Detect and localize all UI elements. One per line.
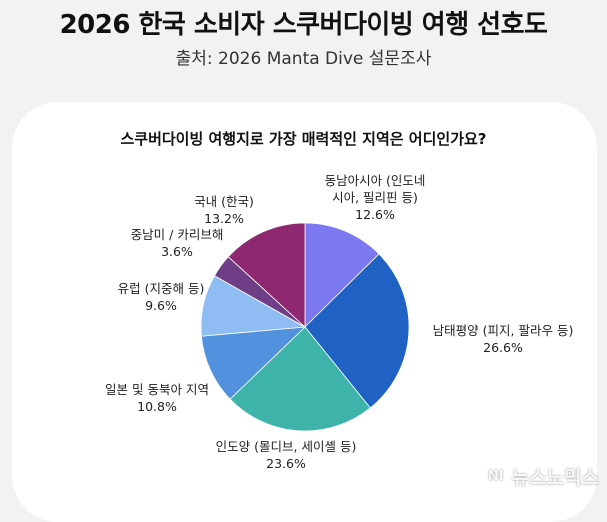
slice-label-text: 시아, 필리핀 등) bbox=[332, 190, 418, 205]
pie-slice bbox=[227, 222, 306, 328]
page-title: 2026 한국 소비자 스쿠버다이빙 여행 선호도 bbox=[59, 10, 548, 40]
slice-value: 23.6% bbox=[266, 456, 306, 471]
slice-value: 10.8% bbox=[137, 399, 177, 414]
pie-slice bbox=[229, 326, 371, 432]
slice-label: 일본 및 동북아 지역 10.8% bbox=[82, 381, 232, 415]
pie-slice bbox=[304, 253, 410, 409]
slice-label: 유럽 (지중해 등) 9.6% bbox=[96, 280, 226, 314]
slice-label-text: 일본 및 동북아 지역 bbox=[105, 382, 209, 397]
slice-label: 인도양 (몰디브, 세이셸 등) 23.6% bbox=[186, 438, 386, 472]
pie-slice bbox=[200, 326, 307, 400]
slice-label-text: 남태평양 (피지, 팔라우 등) bbox=[432, 323, 574, 338]
slice-value: 9.6% bbox=[145, 298, 177, 313]
slice-value: 3.6% bbox=[161, 244, 193, 259]
chart-title: 스쿠버다이빙 여행지로 가장 매력적인 지역은 어디인가요? bbox=[120, 130, 487, 148]
watermark-text: 뉴스노믹스 bbox=[511, 467, 599, 489]
pie-slice bbox=[304, 222, 380, 328]
slice-value: 26.6% bbox=[483, 340, 523, 355]
source-text: 출처: 2026 Manta Dive 설문조사 bbox=[175, 49, 432, 69]
slice-label: 중남미 / 카리브해 3.6% bbox=[112, 226, 242, 260]
watermark-logo: NI bbox=[483, 467, 508, 486]
slice-label-text: 중남미 / 카리브해 bbox=[130, 227, 224, 242]
slice-value: 12.6% bbox=[355, 207, 395, 222]
slice-label: 국내 (한국) 13.2% bbox=[174, 193, 274, 227]
slice-value: 13.2% bbox=[204, 211, 244, 226]
watermark: NI 뉴스노믹스 bbox=[483, 463, 599, 490]
slice-label-text: 인도양 (몰디브, 세이셸 등) bbox=[215, 439, 357, 454]
slice-label-text: 국내 (한국) bbox=[194, 194, 254, 209]
pie-chart bbox=[200, 222, 410, 432]
slice-label-text: 동남아시아 (인도네 bbox=[324, 173, 426, 188]
slice-label: 남태평양 (피지, 팔라우 등) 26.6% bbox=[413, 322, 593, 356]
slice-label-text: 유럽 (지중해 등) bbox=[117, 281, 205, 296]
